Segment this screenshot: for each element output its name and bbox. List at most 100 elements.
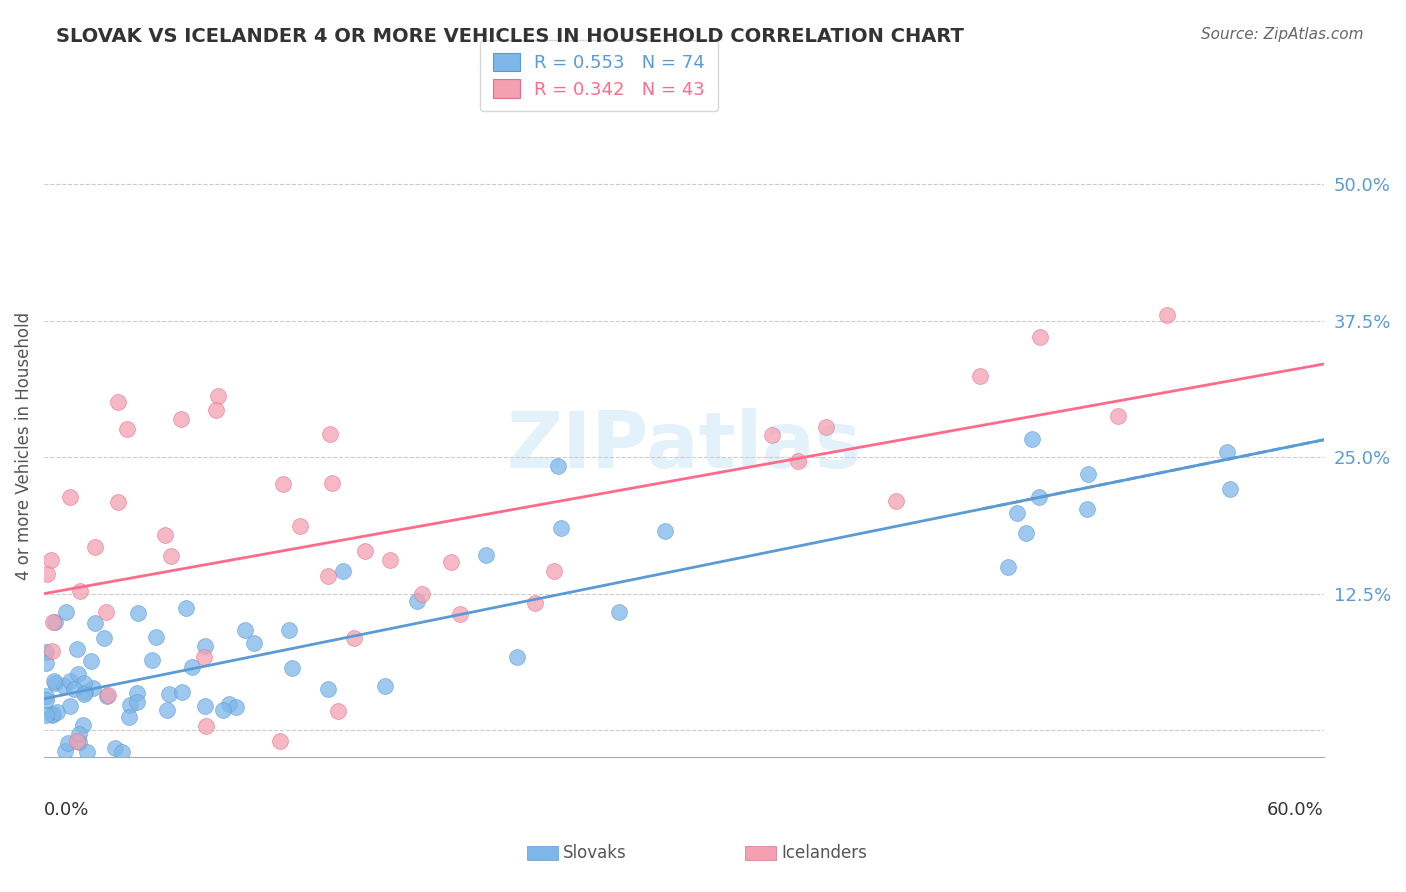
Point xyxy=(35,567,58,582)
Point xyxy=(73,687,96,701)
Text: SLOVAK VS ICELANDER 4 OR MORE VEHICLES IN HOUSEHOLD CORRELATION CHART: SLOVAK VS ICELANDER 4 OR MORE VEHICLES I… xyxy=(56,27,965,45)
Legend: R = 0.553   N = 74, R = 0.342   N = 43: R = 0.553 N = 74, R = 0.342 N = 43 xyxy=(479,40,717,112)
Point xyxy=(271,477,294,491)
Point xyxy=(44,676,66,690)
Point xyxy=(406,593,429,607)
Point xyxy=(474,548,496,562)
Point xyxy=(1076,502,1098,516)
Point xyxy=(1015,525,1038,540)
Point xyxy=(76,745,98,759)
Point xyxy=(207,389,229,403)
Point xyxy=(156,703,179,717)
Point xyxy=(73,676,96,690)
Point xyxy=(35,692,58,706)
Point xyxy=(159,549,181,563)
Point xyxy=(969,368,991,383)
Point xyxy=(316,569,339,583)
Point xyxy=(96,689,118,703)
Point xyxy=(67,727,90,741)
Point xyxy=(41,552,63,566)
Point xyxy=(374,679,396,693)
Point xyxy=(107,495,129,509)
Point xyxy=(107,394,129,409)
Point xyxy=(35,707,58,722)
Point xyxy=(104,741,127,756)
Point xyxy=(67,734,90,748)
Point xyxy=(654,524,676,538)
Point xyxy=(93,631,115,645)
Point xyxy=(318,426,340,441)
Point xyxy=(321,475,343,490)
Point xyxy=(411,587,433,601)
Point xyxy=(281,661,304,675)
Point xyxy=(41,615,63,629)
Text: Slovaks: Slovaks xyxy=(562,844,626,862)
Point xyxy=(52,679,75,693)
Point xyxy=(117,710,139,724)
Point xyxy=(1005,506,1028,520)
Point xyxy=(58,673,80,688)
Point xyxy=(1021,432,1043,446)
Point xyxy=(550,521,572,535)
Point xyxy=(1028,490,1050,504)
Point xyxy=(155,528,177,542)
Point xyxy=(66,667,89,681)
Point xyxy=(378,553,401,567)
Point xyxy=(609,606,631,620)
Text: ZIPatlas: ZIPatlas xyxy=(506,409,862,484)
Text: 60.0%: 60.0% xyxy=(1267,801,1324,819)
Point xyxy=(35,645,58,659)
Point xyxy=(59,699,82,714)
Point xyxy=(523,597,546,611)
Point xyxy=(332,564,354,578)
Point xyxy=(127,695,149,709)
Point xyxy=(440,555,463,569)
Point xyxy=(277,623,299,637)
Point xyxy=(814,419,837,434)
Point xyxy=(94,605,117,619)
Point xyxy=(218,698,240,712)
Point xyxy=(1107,409,1129,424)
Point xyxy=(44,615,66,629)
Point xyxy=(328,704,350,718)
Point xyxy=(55,744,77,758)
Point xyxy=(180,659,202,673)
Point xyxy=(212,703,235,717)
Point xyxy=(543,565,565,579)
Point xyxy=(1029,330,1052,344)
Point xyxy=(193,649,215,664)
Point xyxy=(66,734,89,748)
Point xyxy=(269,734,291,748)
Point xyxy=(42,673,65,688)
Point xyxy=(1219,482,1241,496)
Point xyxy=(55,605,77,619)
Point xyxy=(84,540,107,554)
Point xyxy=(56,736,79,750)
Point xyxy=(174,600,197,615)
Point xyxy=(41,708,63,723)
Point xyxy=(127,606,149,620)
Point xyxy=(45,705,67,719)
Point xyxy=(35,689,58,703)
Text: Icelanders: Icelanders xyxy=(782,844,868,862)
Point xyxy=(547,458,569,473)
Point xyxy=(115,421,138,435)
Point xyxy=(111,745,134,759)
Point xyxy=(194,719,217,733)
Point xyxy=(449,607,471,621)
Y-axis label: 4 or more Vehicles in Household: 4 or more Vehicles in Household xyxy=(15,312,32,581)
Point xyxy=(73,685,96,699)
Point xyxy=(157,687,180,701)
Point xyxy=(354,544,377,558)
Point xyxy=(761,427,783,442)
Point xyxy=(42,706,65,721)
Point xyxy=(343,631,366,645)
Point xyxy=(243,636,266,650)
Point xyxy=(72,717,94,731)
Point xyxy=(194,639,217,653)
Point xyxy=(205,403,228,417)
Point xyxy=(235,623,257,637)
Text: Source: ZipAtlas.com: Source: ZipAtlas.com xyxy=(1201,27,1364,42)
Point xyxy=(69,583,91,598)
Point xyxy=(141,653,163,667)
